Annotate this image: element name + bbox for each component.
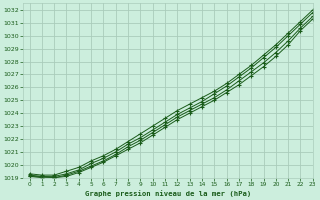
X-axis label: Graphe pression niveau de la mer (hPa): Graphe pression niveau de la mer (hPa)	[85, 190, 251, 197]
